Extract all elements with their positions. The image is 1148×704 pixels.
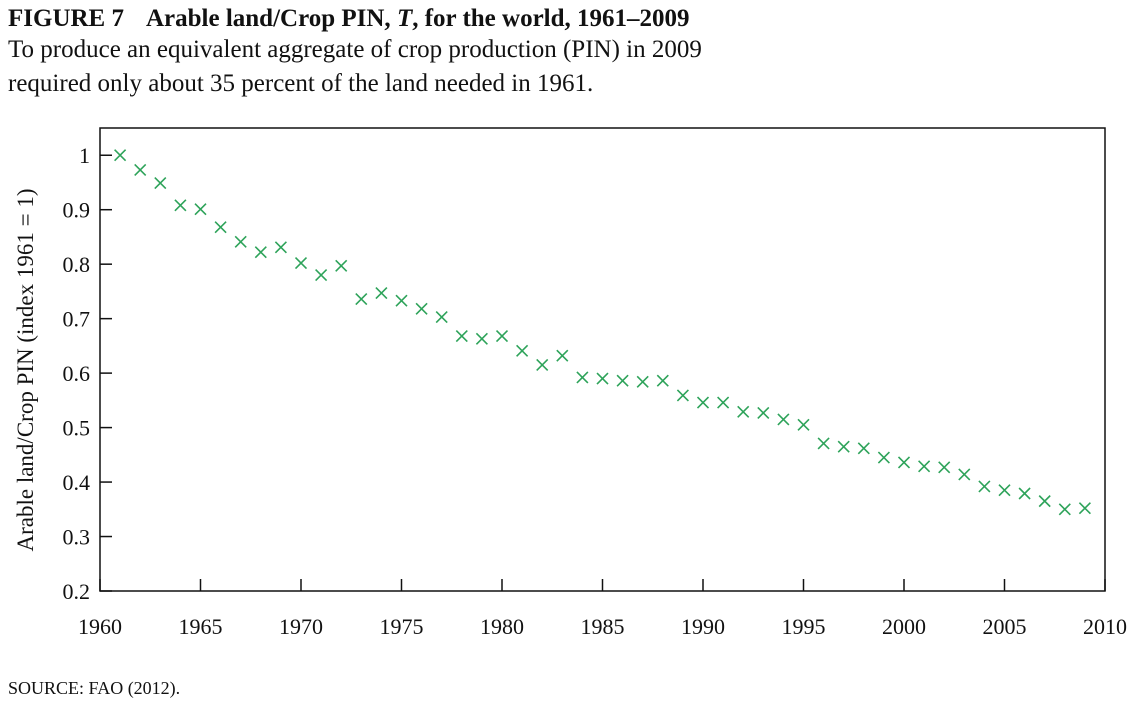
title-part: Arable land/Crop PIN, bbox=[146, 5, 397, 32]
title-part: T bbox=[397, 5, 414, 32]
x-tick-label: 2005 bbox=[983, 614, 1027, 639]
x-tick-label: 1970 bbox=[279, 614, 323, 639]
y-tick-label: 0.5 bbox=[63, 416, 91, 441]
plot-frame bbox=[99, 127, 1106, 592]
y-tick-label: 0.4 bbox=[63, 470, 91, 495]
marker bbox=[918, 460, 931, 473]
y-tick-label: 0.3 bbox=[63, 525, 91, 550]
marker bbox=[1058, 503, 1071, 516]
marker bbox=[194, 203, 207, 216]
y-axis-label: Arable land/Crop PIN (index 1961 = 1) bbox=[13, 188, 38, 551]
marker bbox=[114, 149, 127, 162]
marker bbox=[174, 199, 187, 212]
marker bbox=[616, 374, 629, 387]
x-tick-label: 2010 bbox=[1083, 614, 1127, 639]
x-tick-label: 1965 bbox=[179, 614, 223, 639]
y-tick-label: 0.7 bbox=[63, 307, 91, 332]
marker bbox=[978, 480, 991, 493]
marker bbox=[737, 405, 750, 418]
marker bbox=[435, 310, 448, 324]
marker bbox=[897, 456, 911, 469]
marker bbox=[676, 389, 689, 402]
marker bbox=[777, 413, 790, 426]
marker bbox=[315, 269, 328, 282]
marker bbox=[294, 257, 308, 270]
marker bbox=[395, 294, 408, 307]
marker bbox=[837, 440, 850, 453]
marker bbox=[596, 372, 609, 385]
marker bbox=[757, 406, 770, 419]
marker bbox=[134, 163, 147, 177]
x-tick-label: 1985 bbox=[581, 614, 625, 639]
y-tick-label: 0.9 bbox=[63, 198, 91, 223]
marker bbox=[656, 374, 669, 387]
source: SOURCE: FAO (2012). bbox=[8, 678, 180, 699]
marker bbox=[817, 437, 830, 450]
marker bbox=[475, 332, 488, 345]
marker bbox=[797, 418, 810, 431]
subtitle: required only about 35 percent of the la… bbox=[8, 70, 593, 97]
y-tick-label: 0.8 bbox=[63, 252, 91, 277]
marker bbox=[274, 241, 287, 254]
x-tick-label: 1960 bbox=[78, 614, 122, 639]
x-tick-label: 1995 bbox=[782, 614, 826, 639]
x-tick-label: 1975 bbox=[380, 614, 424, 639]
marker bbox=[415, 302, 428, 315]
marker bbox=[234, 235, 247, 248]
chart-title: FIGURE 7 Arable land/Crop PIN, T, for the… bbox=[8, 5, 690, 32]
marker bbox=[516, 344, 529, 357]
marker bbox=[154, 176, 167, 190]
title-part: , for the world, 1961–2009 bbox=[412, 5, 689, 32]
marker bbox=[335, 259, 348, 272]
marker bbox=[556, 349, 569, 362]
marker bbox=[576, 371, 589, 384]
x-tick-label: 1990 bbox=[681, 614, 725, 639]
marker bbox=[717, 396, 730, 409]
marker bbox=[1018, 487, 1031, 500]
marker bbox=[1038, 495, 1051, 508]
marker bbox=[1078, 502, 1091, 515]
y-tick-label: 0.6 bbox=[63, 361, 91, 386]
x-tick-label: 1980 bbox=[480, 614, 524, 639]
marker bbox=[536, 358, 549, 372]
y-tick-label: 0.2 bbox=[63, 579, 91, 604]
x-tick-label: 2000 bbox=[882, 614, 926, 639]
marker bbox=[938, 461, 951, 474]
marker bbox=[998, 484, 1011, 497]
marker bbox=[495, 330, 509, 343]
marker bbox=[455, 330, 468, 343]
marker bbox=[355, 292, 368, 306]
subtitle: To produce an equivalent aggregate of cr… bbox=[8, 36, 702, 63]
figure-label: FIGURE 7 bbox=[8, 5, 124, 32]
marker bbox=[254, 246, 267, 259]
marker bbox=[877, 451, 890, 464]
marker bbox=[958, 468, 971, 481]
marker bbox=[696, 396, 710, 409]
marker bbox=[214, 221, 227, 234]
y-tick-label: 1 bbox=[79, 143, 90, 168]
marker bbox=[375, 286, 388, 300]
marker bbox=[857, 442, 870, 455]
marker bbox=[636, 375, 649, 388]
